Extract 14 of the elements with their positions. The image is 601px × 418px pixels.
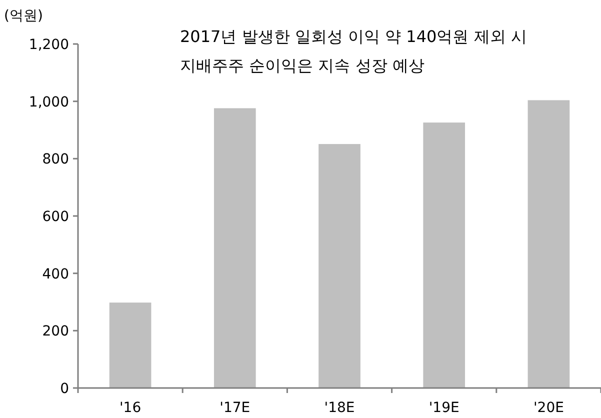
y-tick-label: 400 <box>42 266 69 282</box>
y-tick-label: 0 <box>60 381 69 397</box>
y-tick-label: 200 <box>42 324 69 340</box>
y-tick-label: 800 <box>42 152 69 168</box>
x-tick-label: '16 <box>119 400 142 416</box>
y-tick-label: 600 <box>42 209 69 225</box>
x-tick-label: '19E <box>428 400 460 416</box>
chart-title: 2017년 발생한 일회성 이익 약 140억원 제외 시 지배주주 순이익은 지속 성장 예상 <box>180 27 527 75</box>
x-tick-label: '18E <box>324 400 355 416</box>
x-tick-label: '20E <box>533 400 564 416</box>
y-tick-label: 1,000 <box>28 94 69 110</box>
y-axis-title: (억원) <box>4 8 43 24</box>
y-tick-label: 1,200 <box>28 37 69 53</box>
x-tick-label: '17E <box>220 400 250 416</box>
